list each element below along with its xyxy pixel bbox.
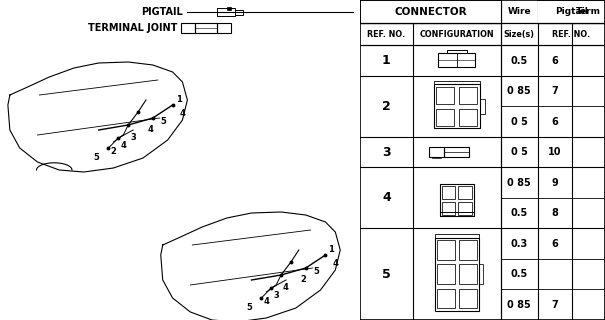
Bar xyxy=(437,289,454,308)
Bar xyxy=(459,240,477,260)
Text: 2: 2 xyxy=(301,276,307,284)
Text: 0.5: 0.5 xyxy=(511,56,528,66)
Text: CONNECTOR: CONNECTOR xyxy=(394,6,466,17)
Text: 3: 3 xyxy=(273,291,279,300)
Text: 7: 7 xyxy=(551,86,558,96)
Text: 0 85: 0 85 xyxy=(508,178,531,188)
Bar xyxy=(227,7,231,10)
Text: 0.5: 0.5 xyxy=(511,269,528,279)
Bar xyxy=(436,87,454,104)
Text: Wire: Wire xyxy=(508,7,531,16)
Bar xyxy=(436,109,454,126)
Text: TERMINAL JOINT: TERMINAL JOINT xyxy=(88,23,177,33)
Text: 2: 2 xyxy=(382,100,391,113)
Bar xyxy=(437,240,454,260)
Text: 0 5: 0 5 xyxy=(511,117,528,127)
Text: 1: 1 xyxy=(329,245,335,254)
Text: 5: 5 xyxy=(382,268,391,281)
Bar xyxy=(434,81,480,84)
Bar xyxy=(195,23,217,33)
Bar xyxy=(479,264,483,284)
Bar xyxy=(435,238,479,311)
Bar xyxy=(217,8,235,16)
Text: 1: 1 xyxy=(382,54,391,67)
Text: 9: 9 xyxy=(551,178,558,188)
Bar xyxy=(434,84,480,128)
Text: 4: 4 xyxy=(332,259,338,268)
Text: Pigtail: Pigtail xyxy=(555,7,587,16)
Bar xyxy=(430,147,443,157)
Text: 8: 8 xyxy=(551,208,558,218)
Text: 5: 5 xyxy=(94,153,100,162)
Bar xyxy=(480,99,485,114)
Bar xyxy=(435,234,479,238)
Bar xyxy=(459,186,472,198)
Text: 4: 4 xyxy=(263,298,269,307)
Text: 4: 4 xyxy=(148,125,154,134)
Bar xyxy=(360,0,501,23)
Text: 0.5: 0.5 xyxy=(511,208,528,218)
Bar xyxy=(459,87,477,104)
Text: 0 85: 0 85 xyxy=(508,86,531,96)
Text: 5: 5 xyxy=(161,117,166,126)
Bar xyxy=(437,264,454,284)
Text: REF. NO.: REF. NO. xyxy=(367,30,405,39)
Text: 6: 6 xyxy=(551,117,558,127)
Text: 10: 10 xyxy=(548,147,561,157)
Bar xyxy=(440,212,474,216)
Text: 0 5: 0 5 xyxy=(511,147,528,157)
Text: 4: 4 xyxy=(180,108,185,117)
Text: 1: 1 xyxy=(175,95,182,105)
Text: REF. NO.: REF. NO. xyxy=(552,30,590,39)
Text: PIGTAIL: PIGTAIL xyxy=(141,7,183,17)
Bar xyxy=(446,50,467,52)
Bar xyxy=(438,52,476,67)
Bar xyxy=(459,289,477,308)
Bar xyxy=(538,0,605,23)
Text: 4: 4 xyxy=(283,284,289,292)
Bar xyxy=(440,184,474,216)
Text: 0.3: 0.3 xyxy=(511,239,528,249)
Bar xyxy=(459,202,472,215)
Text: 2: 2 xyxy=(111,148,116,156)
Text: 6: 6 xyxy=(551,56,558,66)
Bar xyxy=(459,109,477,126)
Bar xyxy=(235,10,243,14)
Text: 5: 5 xyxy=(313,268,319,276)
Bar xyxy=(182,23,195,33)
Text: Term: Term xyxy=(576,7,601,16)
Text: 6: 6 xyxy=(551,239,558,249)
Text: 3: 3 xyxy=(130,133,136,142)
Bar xyxy=(442,186,455,198)
Text: CONFIGURATION: CONFIGURATION xyxy=(419,30,494,39)
Bar xyxy=(442,202,455,215)
Bar xyxy=(445,147,469,157)
Text: 5: 5 xyxy=(247,302,252,311)
Text: 0 85: 0 85 xyxy=(508,300,531,310)
Text: Size(s): Size(s) xyxy=(504,30,535,39)
Text: 4: 4 xyxy=(120,140,126,149)
Bar xyxy=(459,264,477,284)
Text: 4: 4 xyxy=(382,191,391,204)
Text: 7: 7 xyxy=(551,300,558,310)
Bar xyxy=(217,23,231,33)
Text: 3: 3 xyxy=(382,146,391,159)
